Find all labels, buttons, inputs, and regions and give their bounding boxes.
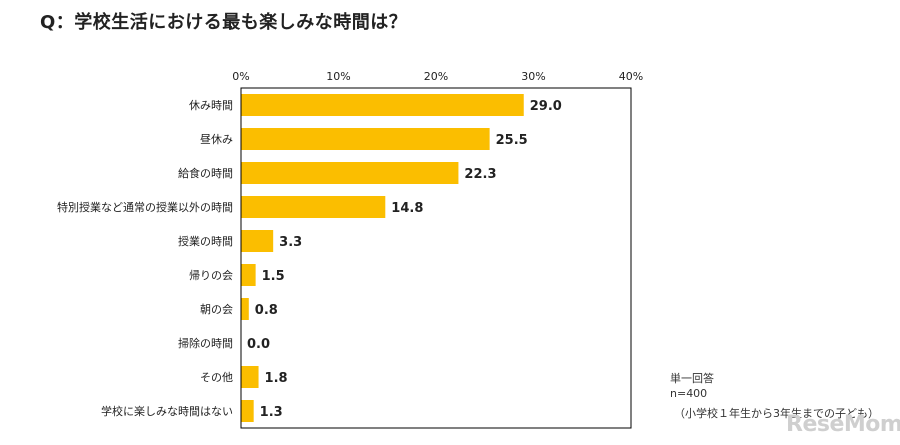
value-labels-group: 29.0 25.5 22.3 14.8 3.3 1.5 0.8 0.0 1.8 1.3 (247, 99, 562, 420)
bar (241, 196, 386, 218)
bar (241, 400, 254, 422)
value-label: 1.8 (265, 371, 288, 386)
x-tick-label: 20% (424, 70, 448, 83)
bars-group (241, 94, 524, 422)
sample-size-note: n=400 (670, 387, 708, 400)
bar (241, 94, 524, 116)
answer-type-note: 単一回答 (670, 372, 714, 385)
category-label: 朝の会 (200, 303, 233, 316)
value-label: 29.0 (530, 99, 562, 114)
category-label: 昼休み (200, 133, 233, 146)
category-label: 掃除の時間 (178, 336, 233, 350)
category-label: その他 (200, 371, 233, 384)
x-tick-label: 10% (326, 70, 350, 83)
bar (241, 298, 249, 320)
category-labels-group: 休み時間昼休み給食の時間特別授業など通常の授業以外の時間授業の時間帰りの会朝の会… (57, 99, 233, 418)
bar (241, 366, 259, 388)
value-label: 22.3 (464, 167, 496, 182)
chart-title: Q：学校生活における最も楽しみな時間は？ (40, 12, 408, 33)
value-label: 1.3 (260, 405, 283, 420)
bar (241, 230, 274, 252)
category-label: 授業の時間 (178, 234, 233, 248)
value-label: 0.0 (247, 337, 270, 352)
bar (241, 128, 490, 150)
x-tick-label: 0% (232, 70, 249, 83)
x-tick-label: 30% (521, 70, 545, 83)
category-label: 特別授業など通常の授業以外の時間 (57, 200, 233, 214)
resemom-logo: ReseMom (786, 412, 900, 437)
value-label: 25.5 (496, 133, 528, 148)
value-label: 1.5 (262, 269, 285, 284)
bar (241, 162, 459, 184)
tick-labels-group: 0% 10% 20% 30% 40% (232, 70, 643, 83)
plot-frame (240, 87, 632, 429)
value-label: 0.8 (255, 303, 278, 318)
value-label: 3.3 (279, 235, 302, 250)
population-note: （小学校１年生から3年生までの子ども） (674, 407, 879, 420)
value-label: 14.8 (391, 201, 423, 216)
category-label: 休み時間 (189, 99, 233, 112)
category-label: 帰りの会 (189, 269, 233, 282)
category-label: 学校に楽しみな時間はない (101, 404, 233, 418)
category-label: 給食の時間 (178, 166, 233, 180)
bar (241, 264, 256, 286)
x-tick-label: 40% (619, 70, 643, 83)
